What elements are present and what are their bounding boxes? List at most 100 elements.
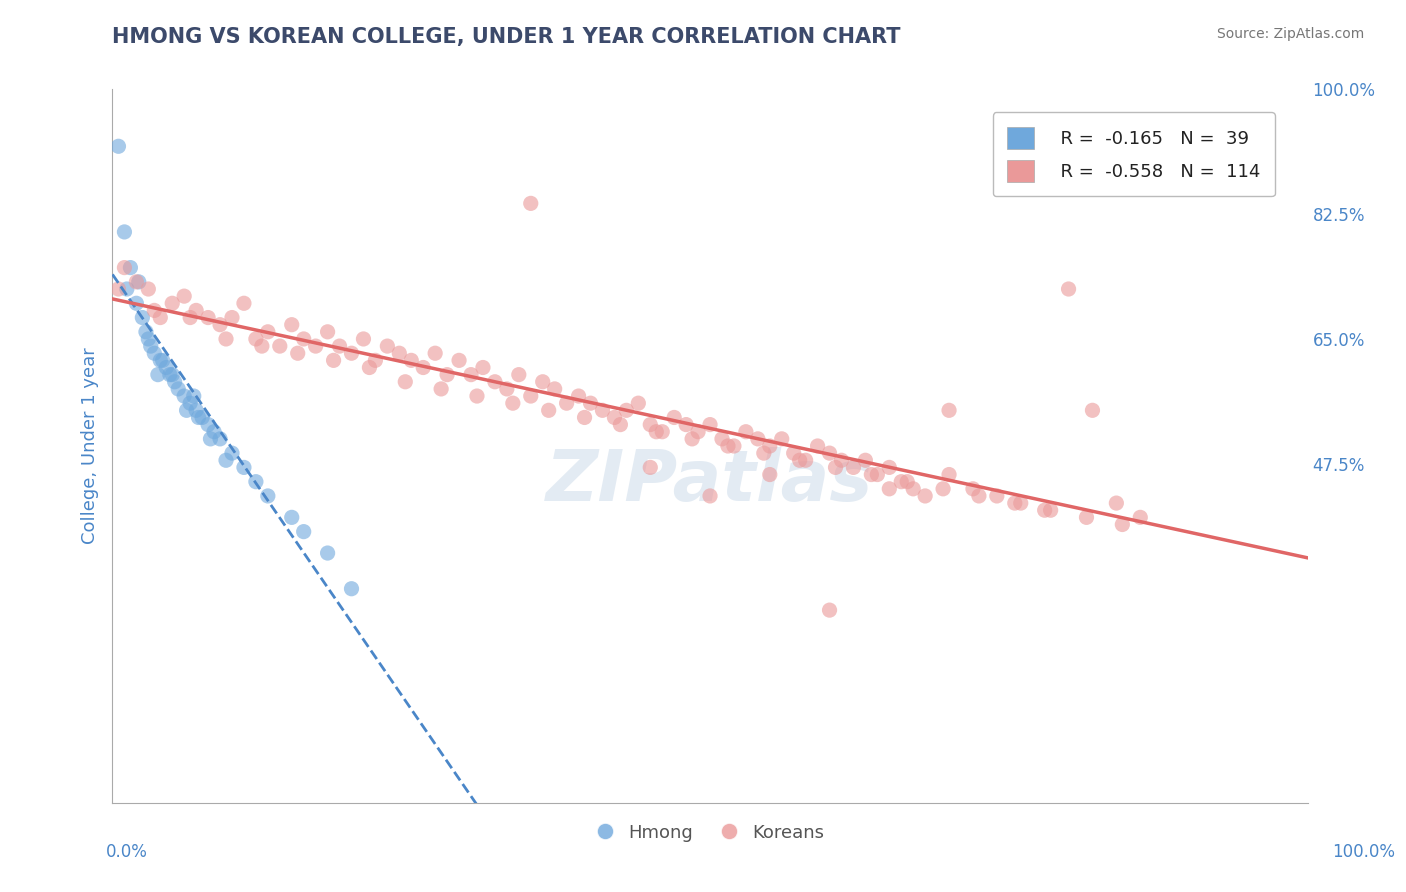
Point xyxy=(202,425,225,439)
Point xyxy=(221,446,243,460)
Point xyxy=(135,325,157,339)
Point xyxy=(257,325,280,339)
Point xyxy=(938,403,960,417)
Point xyxy=(460,368,482,382)
Point xyxy=(555,396,578,410)
Point xyxy=(735,425,758,439)
Point xyxy=(627,396,650,410)
Point xyxy=(364,353,387,368)
Point xyxy=(146,368,169,382)
Point xyxy=(179,396,201,410)
Point xyxy=(245,475,267,489)
Point xyxy=(640,460,662,475)
Point xyxy=(783,446,806,460)
Point xyxy=(114,260,135,275)
Point xyxy=(932,482,955,496)
Point xyxy=(292,332,315,346)
Point xyxy=(436,368,458,382)
Point xyxy=(125,275,148,289)
Point xyxy=(508,368,530,382)
Point xyxy=(425,346,447,360)
Point xyxy=(711,432,734,446)
Point xyxy=(114,225,135,239)
Point xyxy=(162,296,183,310)
Point xyxy=(465,389,488,403)
Point xyxy=(107,282,129,296)
Point xyxy=(681,432,703,446)
Point xyxy=(221,310,243,325)
Point xyxy=(412,360,434,375)
Point xyxy=(163,375,186,389)
Point xyxy=(879,460,901,475)
Point xyxy=(125,296,148,310)
Point xyxy=(394,375,416,389)
Point xyxy=(502,396,524,410)
Point xyxy=(1105,496,1128,510)
Point xyxy=(187,410,209,425)
Point xyxy=(1010,496,1032,510)
Point xyxy=(183,389,205,403)
Point xyxy=(609,417,631,432)
Point xyxy=(1111,517,1133,532)
Point xyxy=(143,303,166,318)
Point xyxy=(149,353,172,368)
Point xyxy=(401,353,423,368)
Point xyxy=(115,282,138,296)
Point xyxy=(1033,503,1056,517)
Point xyxy=(717,439,740,453)
Point xyxy=(128,275,150,289)
Point xyxy=(640,417,662,432)
Point xyxy=(855,453,877,467)
Point xyxy=(1129,510,1152,524)
Point xyxy=(1057,282,1080,296)
Point xyxy=(484,375,506,389)
Point xyxy=(131,310,153,325)
Point xyxy=(520,389,543,403)
Point xyxy=(699,489,721,503)
Legend: Hmong, Koreans: Hmong, Koreans xyxy=(586,814,834,851)
Text: Source: ZipAtlas.com: Source: ZipAtlas.com xyxy=(1216,27,1364,41)
Point xyxy=(962,482,984,496)
Point xyxy=(879,482,901,496)
Point xyxy=(215,332,238,346)
Point xyxy=(155,360,177,375)
Point xyxy=(186,403,208,417)
Point xyxy=(938,467,960,482)
Point xyxy=(818,446,841,460)
Point xyxy=(903,482,925,496)
Point xyxy=(152,353,174,368)
Point xyxy=(579,396,602,410)
Point xyxy=(824,460,846,475)
Point xyxy=(890,475,912,489)
Point xyxy=(1004,496,1026,510)
Point xyxy=(789,453,811,467)
Point xyxy=(675,417,697,432)
Point xyxy=(472,360,495,375)
Point xyxy=(794,453,817,467)
Point xyxy=(699,417,721,432)
Point xyxy=(197,310,219,325)
Point xyxy=(179,310,201,325)
Point xyxy=(245,332,267,346)
Point xyxy=(200,432,222,446)
Point xyxy=(537,403,560,417)
Point xyxy=(986,489,1008,503)
Point xyxy=(842,460,865,475)
Point xyxy=(197,417,219,432)
Point xyxy=(359,360,381,375)
Point xyxy=(322,353,344,368)
Point xyxy=(664,410,686,425)
Point xyxy=(896,475,918,489)
Point xyxy=(759,467,782,482)
Point xyxy=(138,332,160,346)
Point xyxy=(340,582,363,596)
Point xyxy=(866,467,889,482)
Point xyxy=(281,318,304,332)
Point xyxy=(287,346,309,360)
Point xyxy=(173,289,195,303)
Point xyxy=(752,446,775,460)
Point xyxy=(860,467,883,482)
Point xyxy=(496,382,519,396)
Point xyxy=(329,339,352,353)
Point xyxy=(531,375,554,389)
